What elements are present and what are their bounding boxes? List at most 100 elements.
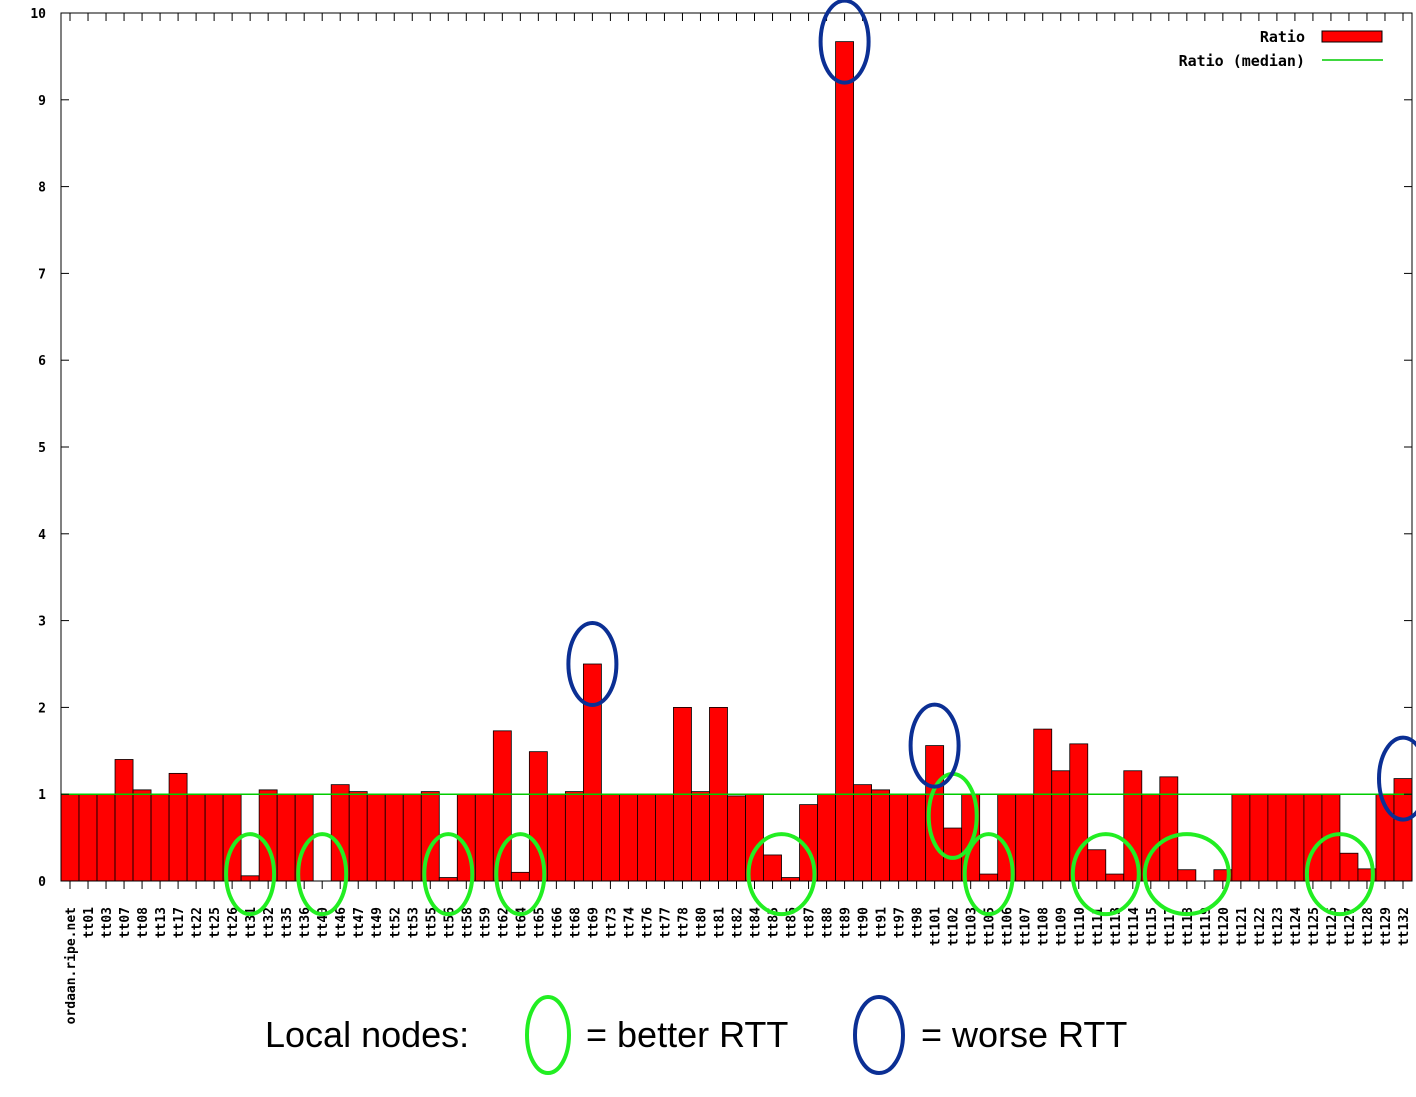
x-tick-label-tt66: tt66	[550, 907, 565, 938]
x-tick-label-tt120: tt120	[1217, 907, 1232, 946]
x-tick-label-tt132: tt132	[1397, 907, 1412, 946]
x-tick-label-tt125: tt125	[1307, 907, 1322, 946]
x-tick-label-tt126: tt126	[1325, 907, 1340, 946]
bar-tt76	[637, 793, 656, 882]
y-tick-label: 10	[30, 7, 46, 22]
better-rtt-circle	[422, 832, 475, 917]
y-tick-label: 1	[38, 788, 46, 803]
bar-tt01	[78, 793, 98, 882]
x-tick-label-tt115: tt115	[1145, 907, 1160, 946]
better-rtt-circle	[224, 832, 277, 917]
bar-tt113	[1105, 873, 1125, 882]
x-tick-label-tt13: tt13	[154, 907, 169, 938]
x-tick-label-tt59: tt59	[478, 907, 493, 938]
bar-tt13	[150, 793, 170, 882]
better-rtt-circle	[494, 832, 547, 917]
bar-tt80	[691, 791, 710, 882]
y-tick-label: 8	[38, 181, 46, 196]
x-tick-label-tt53: tt53	[406, 907, 421, 938]
worse-rtt-circle	[818, 0, 871, 85]
bar-tt53	[402, 793, 422, 882]
x-tick-label-tt52: tt52	[388, 907, 403, 938]
x-tick-label-tt65: tt65	[532, 907, 547, 938]
x-tick-label-tt91: tt91	[875, 907, 890, 938]
bar-tt62	[492, 730, 512, 882]
x-tick-label-tt01: tt01	[82, 907, 97, 938]
legend-median-label: Ratio (median)	[1179, 52, 1305, 70]
x-tick-label-tt22: tt22	[190, 907, 205, 938]
plot-frame	[60, 12, 1413, 882]
bar-tt124	[1285, 793, 1305, 882]
caption-worse-circle	[853, 995, 905, 1075]
x-tick-label-tt113: tt113	[1109, 907, 1124, 946]
x-tick-label-tt68: tt68	[568, 907, 583, 938]
bar-tt108	[1033, 728, 1053, 882]
bar-tt121	[1231, 793, 1251, 882]
bar-tt17	[168, 772, 188, 882]
bar-tt118	[1177, 869, 1197, 882]
x-tick-label-tt110: tt110	[1073, 907, 1088, 946]
bar-tt117	[1159, 776, 1179, 882]
x-tick-label-tt127: tt127	[1343, 907, 1358, 946]
better-rtt-circle	[746, 832, 817, 917]
bar-tt66	[546, 793, 566, 882]
bar-tt49	[366, 793, 386, 882]
x-tick-label-tt90: tt90	[857, 907, 872, 938]
x-tick-label-tt88: tt88	[821, 907, 836, 938]
x-tick-label-tt119: tt119	[1199, 907, 1214, 946]
x-tick-label-tt129: tt129	[1379, 907, 1394, 946]
bar-tt127	[1339, 852, 1359, 882]
x-tick-label-tt26: tt26	[226, 907, 241, 938]
bar-ordaan.ripe.net	[60, 793, 80, 882]
x-tick-label-tt55: tt55	[424, 907, 439, 938]
bar-tt123	[1267, 793, 1287, 882]
y-axis: 0 1 2 3 4 5 6 7 8 9 10	[30, 7, 1412, 890]
x-tick-label-tt76: tt76	[640, 907, 655, 938]
better-rtt-circle	[296, 832, 349, 917]
x-tick-label-tt102: tt102	[947, 907, 962, 946]
caption-better-text: = better RTT	[586, 1014, 788, 1055]
caption-prefix: Local nodes:	[265, 1014, 469, 1055]
bar-tt85	[763, 854, 782, 882]
y-tick-label: 0	[38, 875, 46, 890]
bar-tt105	[979, 873, 999, 882]
x-tick-label-tt07: tt07	[118, 907, 133, 938]
bar-tt47	[348, 791, 368, 882]
worse-rtt-circle	[908, 702, 961, 789]
x-tick-label-tt25: tt25	[208, 907, 223, 938]
x-tick-label-tt08: tt08	[136, 907, 151, 938]
bar-tt90	[853, 784, 873, 882]
x-tick-label-tt17: tt17	[172, 907, 187, 938]
caption-worse-text: = worse RTT	[921, 1014, 1127, 1055]
x-tick-label-tt89: tt89	[839, 907, 854, 938]
x-axis: ordaan.ripe.net tt01 tt03 tt07 tt08 tt13 tt17 t…	[64, 13, 1412, 1024]
x-tick-label-tt106: tt106	[1001, 907, 1016, 946]
better-rtt-circle	[1142, 832, 1231, 917]
bar-tt74	[619, 793, 638, 882]
bar-tt77	[655, 793, 674, 882]
bar-tt107	[1015, 793, 1035, 882]
bar-tt82	[727, 795, 746, 882]
caption: Local nodes: = better RTT = worse RTT	[265, 995, 1127, 1075]
legend-ratio-swatch	[1321, 30, 1383, 43]
x-tick-label-tt97: tt97	[893, 907, 908, 938]
bar-tt31	[240, 875, 260, 882]
x-tick-label-tt123: tt123	[1271, 907, 1286, 946]
x-tick-label-tt108: tt108	[1037, 907, 1052, 946]
bar-tt88	[817, 793, 836, 882]
bar-tt52	[384, 793, 404, 882]
better-rtt-circle	[1070, 832, 1141, 917]
annotation-circles	[224, 0, 1416, 917]
bar-tt89	[835, 41, 854, 882]
bar-tt07	[114, 759, 134, 882]
bar-tt98	[907, 793, 927, 882]
x-tick-label-tt82: tt82	[731, 907, 746, 938]
x-tick-label-tt128: tt128	[1361, 907, 1376, 946]
x-tick-label-tt74: tt74	[622, 907, 637, 938]
y-tick-label: 6	[38, 354, 46, 369]
bar-tt110	[1069, 743, 1089, 882]
bar-tt86	[781, 877, 800, 882]
y-tick-label: 3	[38, 615, 46, 630]
x-tick-label-tt80: tt80	[694, 907, 709, 938]
x-tick-label-tt111: tt111	[1091, 907, 1106, 946]
